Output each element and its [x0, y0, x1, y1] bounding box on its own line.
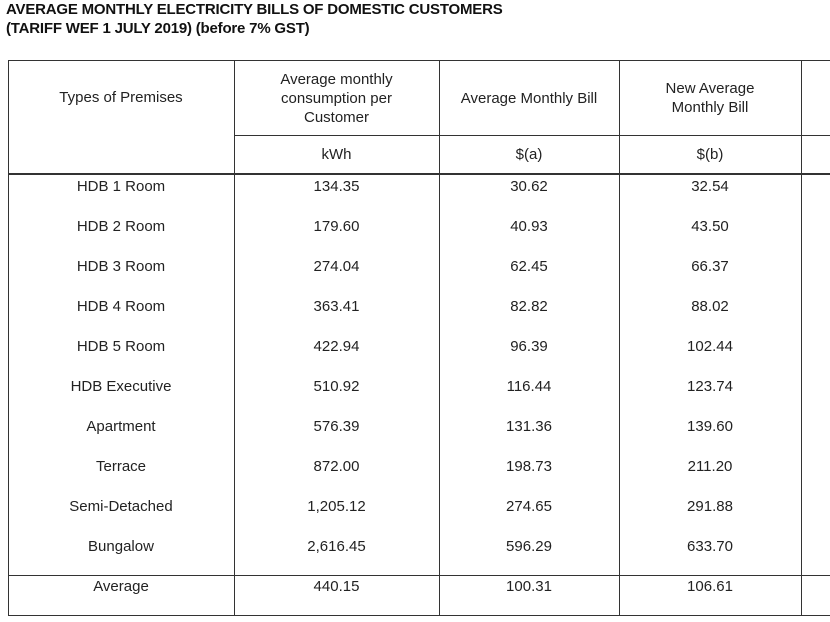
row-label: Terrace — [95, 457, 147, 475]
table-border — [8, 575, 830, 576]
row-label: Average — [93, 577, 149, 595]
table-value: 116.44 — [506, 377, 552, 395]
table-value: 96.39 — [510, 337, 548, 355]
table-value: 179.60 — [313, 217, 360, 235]
row-label: Bungalow — [88, 537, 154, 555]
table-value: 32.54 — [691, 177, 729, 195]
table-border — [8, 60, 830, 61]
table-value: 633.70 — [687, 537, 733, 555]
table-value: 510.92 — [313, 377, 360, 395]
table-value: 30.62 — [510, 177, 548, 195]
table-value: 274.04 — [313, 257, 360, 275]
table-value: 872.00 — [313, 457, 360, 475]
row-label: Semi-Detached — [69, 497, 173, 515]
title-line: AVERAGE MONTHLY ELECTRICITY BILLS OF DOM… — [6, 1, 503, 18]
table-value: 291.88 — [687, 497, 733, 515]
row-label: HDB 5 Room — [76, 337, 166, 355]
table-border — [801, 60, 802, 616]
row-label: HDB 4 Room — [76, 297, 166, 315]
table-value: 274.65 — [506, 497, 552, 515]
table-border — [8, 173, 830, 175]
table-value: 62.45 — [510, 257, 548, 275]
table-value: 2,616.45 — [307, 537, 366, 555]
row-label: HDB 3 Room — [76, 257, 166, 275]
row-label: Apartment — [86, 417, 156, 435]
table-border — [439, 60, 440, 616]
table-border — [8, 60, 9, 616]
unit-label: $(a) — [515, 146, 543, 163]
unit-label: $(b) — [696, 146, 724, 163]
unit-label: kWh — [321, 146, 352, 163]
column-header: Average monthly consumption per Customer — [280, 70, 393, 126]
table-value: 576.39 — [313, 417, 360, 435]
table-value: 106.61 — [687, 577, 733, 595]
table-value: 139.60 — [687, 417, 733, 435]
table-value: 66.37 — [691, 257, 729, 275]
table-value: 422.94 — [313, 337, 360, 355]
table-value: 134.35 — [313, 177, 360, 195]
table-value: 40.93 — [510, 217, 548, 235]
table-value: 82.82 — [510, 297, 548, 315]
table-value: 363.41 — [313, 297, 360, 315]
table-value: 88.02 — [691, 297, 729, 315]
row-label: HDB Executive — [70, 377, 172, 395]
table-value: 440.15 — [313, 577, 360, 595]
table-value: 43.50 — [691, 217, 729, 235]
table-value: 211.20 — [687, 457, 733, 475]
row-label: HDB 2 Room — [76, 217, 166, 235]
table-border — [619, 60, 620, 616]
table-value: 131.36 — [506, 417, 552, 435]
table-value: 100.31 — [506, 577, 552, 595]
table-value: 596.29 — [506, 537, 552, 555]
table-value: 102.44 — [687, 337, 733, 355]
table-value: 123.74 — [687, 377, 733, 395]
column-header: Types of Premises — [59, 89, 183, 106]
row-label: HDB 1 Room — [76, 177, 166, 195]
table-border — [234, 60, 235, 616]
column-header: Average Monthly Bill — [460, 89, 598, 107]
column-header: New Average Monthly Bill — [665, 80, 755, 116]
table-border — [234, 135, 830, 136]
table-value: 1,205.12 — [307, 497, 366, 515]
title-line: (TARIFF WEF 1 JULY 2019) (before 7% GST) — [6, 20, 310, 37]
table-value: 198.73 — [506, 457, 552, 475]
table-border — [8, 615, 830, 616]
